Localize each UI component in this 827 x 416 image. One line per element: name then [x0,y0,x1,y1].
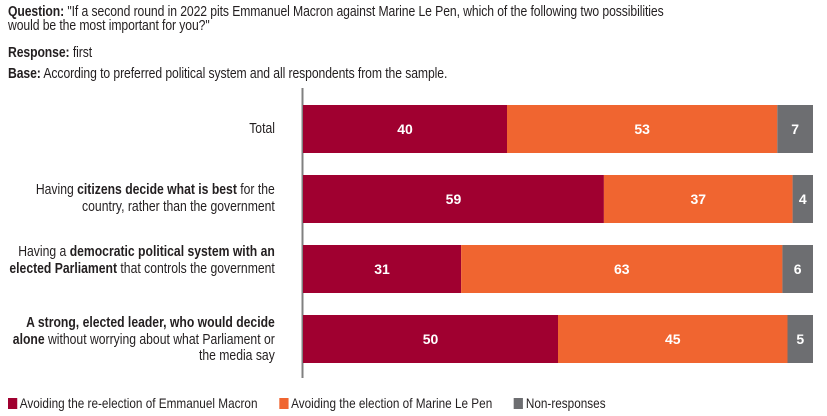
question-line2: would be the most important for you?" [8,18,210,34]
category-label-bold: A strong, elected leader, who would deci… [12,315,275,348]
category-label: Having citizens decide what is best for … [3,182,275,215]
data-label: 63 [614,261,630,277]
bar-segment-lepen [558,315,788,363]
question-text: Question: "If a second round in 2022 pit… [8,4,664,34]
data-label: 5 [796,331,804,347]
response-text: Response: first [8,45,93,61]
data-label: 40 [397,121,413,137]
category-label-bold: democratic political system with an elec… [9,244,275,277]
bar-segment-lepen [603,175,793,223]
data-label: 53 [634,121,650,137]
data-label: 6 [794,261,802,277]
data-label: 45 [665,331,681,347]
bar-segment-nonresp [777,105,813,153]
question-label: Question: [8,4,65,20]
category-label: A strong, elected leader, who would deci… [3,315,275,365]
legend-swatch [8,397,18,409]
bar-segment-lepen [461,245,783,293]
chart-legend: Avoiding the re-election of Emmanuel Mac… [8,396,627,411]
data-label: 4 [799,191,807,207]
category-label: Having a democratic political system wit… [3,244,275,277]
data-label: 50 [423,331,439,347]
category-label-text: without worrying about what Parliament o… [44,331,275,365]
category-label-text: Having [36,182,78,198]
legend-label: Avoiding the election of Marine Le Pen [291,395,493,411]
bar-segment-nonresp [787,315,813,363]
bar-segment-macron [303,245,462,293]
data-label: 59 [446,191,462,207]
legend-swatch [514,397,524,409]
bar-segment-macron [303,315,558,363]
question-line1: "If a second round in 2022 pits Emmanuel… [64,4,664,20]
bar-segment-nonresp [782,245,813,293]
category-label-bold: citizens decide what is best [77,182,238,198]
data-label: 7 [791,121,799,137]
legend-item: Avoiding the re-election of Emmanuel Mac… [8,396,257,410]
category-label: Total [0,121,275,138]
legend-label: Avoiding the re-election of Emmanuel Mac… [19,395,258,411]
response-value: first [69,45,93,61]
category-label-text: for the country, rather than the governm… [82,182,275,215]
data-label: 37 [690,191,706,207]
data-label: 31 [374,261,390,277]
legend-label: Non-responses [525,395,606,411]
bar-segment-lepen [507,105,778,153]
category-label-text: Total [249,121,275,137]
legend-swatch [279,397,289,409]
base-text: Base: According to preferred political s… [8,66,448,82]
legend-item: Non-responses [514,396,606,410]
response-label: Response: [8,45,70,61]
category-label-text: Having a [18,244,70,260]
legend-item: Avoiding the election of Marine Le Pen [279,396,492,410]
bar-segment-macron [303,175,604,223]
base-label: Base: [8,66,41,82]
base-value: According to preferred political system … [40,66,448,82]
category-label-text: that controls the government [117,260,275,277]
bar-segment-macron [303,105,507,153]
bar-segment-nonresp [792,175,813,223]
